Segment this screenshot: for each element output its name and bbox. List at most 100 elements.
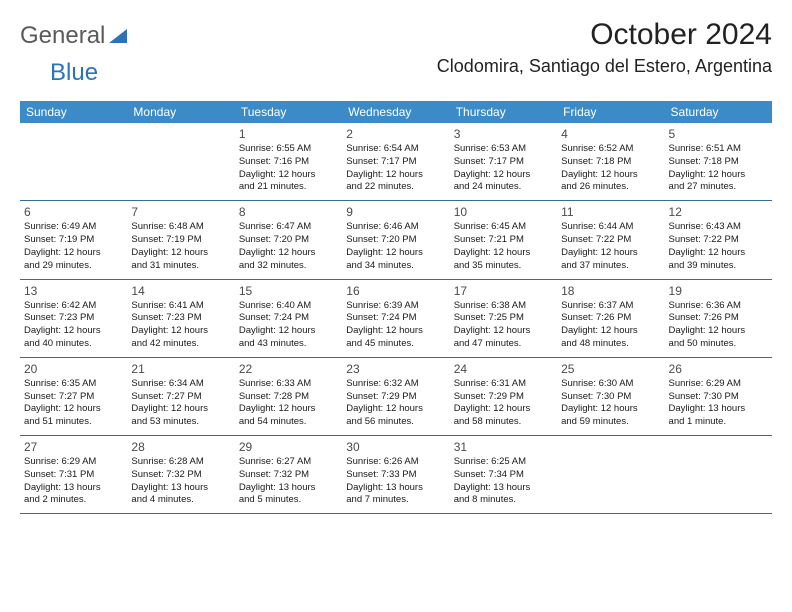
weekday-header: Tuesday [235, 101, 342, 123]
day-daylight2: and 5 minutes. [239, 494, 338, 507]
day-daylight1: Daylight: 12 hours [346, 169, 445, 182]
day-number: 14 [131, 282, 230, 300]
day-number: 30 [346, 438, 445, 456]
day-daylight1: Daylight: 13 hours [346, 482, 445, 495]
day-sunrise: Sunrise: 6:48 AM [131, 221, 230, 234]
day-daylight2: and 22 minutes. [346, 181, 445, 194]
day-cell: 29Sunrise: 6:27 AMSunset: 7:32 PMDayligh… [235, 436, 342, 513]
day-sunrise: Sunrise: 6:25 AM [454, 456, 553, 469]
day-cell: 3Sunrise: 6:53 AMSunset: 7:17 PMDaylight… [450, 123, 557, 200]
day-cell: 14Sunrise: 6:41 AMSunset: 7:23 PMDayligh… [127, 280, 234, 357]
day-cell: 17Sunrise: 6:38 AMSunset: 7:25 PMDayligh… [450, 280, 557, 357]
day-number: 18 [561, 282, 660, 300]
day-number: 4 [561, 125, 660, 143]
day-sunrise: Sunrise: 6:30 AM [561, 378, 660, 391]
day-cell: 19Sunrise: 6:36 AMSunset: 7:26 PMDayligh… [665, 280, 772, 357]
day-sunrise: Sunrise: 6:43 AM [669, 221, 768, 234]
day-daylight1: Daylight: 12 hours [346, 325, 445, 338]
day-daylight2: and 59 minutes. [561, 416, 660, 429]
day-cell: 25Sunrise: 6:30 AMSunset: 7:30 PMDayligh… [557, 358, 664, 435]
day-daylight2: and 32 minutes. [239, 260, 338, 273]
day-sunrise: Sunrise: 6:37 AM [561, 300, 660, 313]
day-daylight2: and 26 minutes. [561, 181, 660, 194]
day-cell [557, 436, 664, 513]
day-sunrise: Sunrise: 6:55 AM [239, 143, 338, 156]
week-row: 6Sunrise: 6:49 AMSunset: 7:19 PMDaylight… [20, 201, 772, 279]
day-sunrise: Sunrise: 6:36 AM [669, 300, 768, 313]
day-sunset: Sunset: 7:21 PM [454, 234, 553, 247]
day-daylight1: Daylight: 12 hours [346, 247, 445, 260]
day-sunset: Sunset: 7:20 PM [346, 234, 445, 247]
day-cell [665, 436, 772, 513]
day-daylight2: and 35 minutes. [454, 260, 553, 273]
day-number: 25 [561, 360, 660, 378]
day-daylight1: Daylight: 12 hours [454, 247, 553, 260]
day-daylight1: Daylight: 13 hours [24, 482, 123, 495]
day-cell: 12Sunrise: 6:43 AMSunset: 7:22 PMDayligh… [665, 201, 772, 278]
day-daylight1: Daylight: 12 hours [454, 325, 553, 338]
day-cell: 7Sunrise: 6:48 AMSunset: 7:19 PMDaylight… [127, 201, 234, 278]
day-sunrise: Sunrise: 6:31 AM [454, 378, 553, 391]
day-sunrise: Sunrise: 6:46 AM [346, 221, 445, 234]
day-number [669, 438, 768, 442]
day-daylight2: and 8 minutes. [454, 494, 553, 507]
day-number: 17 [454, 282, 553, 300]
day-sunset: Sunset: 7:18 PM [561, 156, 660, 169]
weekday-header: Saturday [665, 101, 772, 123]
day-daylight2: and 7 minutes. [346, 494, 445, 507]
day-daylight1: Daylight: 12 hours [346, 403, 445, 416]
day-cell: 8Sunrise: 6:47 AMSunset: 7:20 PMDaylight… [235, 201, 342, 278]
day-daylight1: Daylight: 12 hours [669, 325, 768, 338]
day-daylight2: and 1 minute. [669, 416, 768, 429]
week-row: 27Sunrise: 6:29 AMSunset: 7:31 PMDayligh… [20, 436, 772, 514]
day-daylight1: Daylight: 12 hours [24, 247, 123, 260]
day-cell: 16Sunrise: 6:39 AMSunset: 7:24 PMDayligh… [342, 280, 449, 357]
day-sunrise: Sunrise: 6:42 AM [24, 300, 123, 313]
day-sunset: Sunset: 7:29 PM [346, 391, 445, 404]
day-daylight1: Daylight: 13 hours [454, 482, 553, 495]
day-cell: 6Sunrise: 6:49 AMSunset: 7:19 PMDaylight… [20, 201, 127, 278]
day-sunset: Sunset: 7:30 PM [561, 391, 660, 404]
day-sunrise: Sunrise: 6:41 AM [131, 300, 230, 313]
day-number: 6 [24, 203, 123, 221]
weekday-header: Sunday [20, 101, 127, 123]
day-number: 8 [239, 203, 338, 221]
day-number: 23 [346, 360, 445, 378]
weekday-header: Wednesday [342, 101, 449, 123]
day-sunrise: Sunrise: 6:35 AM [24, 378, 123, 391]
day-daylight2: and 47 minutes. [454, 338, 553, 351]
day-daylight1: Daylight: 12 hours [561, 247, 660, 260]
day-sunset: Sunset: 7:19 PM [24, 234, 123, 247]
day-number: 24 [454, 360, 553, 378]
week-row: 1Sunrise: 6:55 AMSunset: 7:16 PMDaylight… [20, 123, 772, 201]
day-sunset: Sunset: 7:23 PM [131, 312, 230, 325]
day-daylight2: and 45 minutes. [346, 338, 445, 351]
day-sunset: Sunset: 7:29 PM [454, 391, 553, 404]
day-number: 9 [346, 203, 445, 221]
day-sunset: Sunset: 7:33 PM [346, 469, 445, 482]
day-cell: 30Sunrise: 6:26 AMSunset: 7:33 PMDayligh… [342, 436, 449, 513]
day-daylight2: and 39 minutes. [669, 260, 768, 273]
day-cell: 27Sunrise: 6:29 AMSunset: 7:31 PMDayligh… [20, 436, 127, 513]
day-daylight2: and 24 minutes. [454, 181, 553, 194]
day-sunset: Sunset: 7:24 PM [239, 312, 338, 325]
day-sunrise: Sunrise: 6:38 AM [454, 300, 553, 313]
day-number: 29 [239, 438, 338, 456]
day-daylight2: and 27 minutes. [669, 181, 768, 194]
day-sunrise: Sunrise: 6:44 AM [561, 221, 660, 234]
day-cell: 5Sunrise: 6:51 AMSunset: 7:18 PMDaylight… [665, 123, 772, 200]
day-sunset: Sunset: 7:17 PM [346, 156, 445, 169]
day-number: 16 [346, 282, 445, 300]
day-daylight2: and 56 minutes. [346, 416, 445, 429]
logo: General [20, 22, 129, 50]
day-cell [127, 123, 234, 200]
day-sunset: Sunset: 7:32 PM [131, 469, 230, 482]
day-sunrise: Sunrise: 6:53 AM [454, 143, 553, 156]
day-daylight2: and 29 minutes. [24, 260, 123, 273]
day-cell: 20Sunrise: 6:35 AMSunset: 7:27 PMDayligh… [20, 358, 127, 435]
day-number: 20 [24, 360, 123, 378]
day-daylight1: Daylight: 13 hours [669, 403, 768, 416]
day-daylight1: Daylight: 12 hours [454, 169, 553, 182]
day-sunset: Sunset: 7:22 PM [561, 234, 660, 247]
day-daylight1: Daylight: 12 hours [131, 325, 230, 338]
